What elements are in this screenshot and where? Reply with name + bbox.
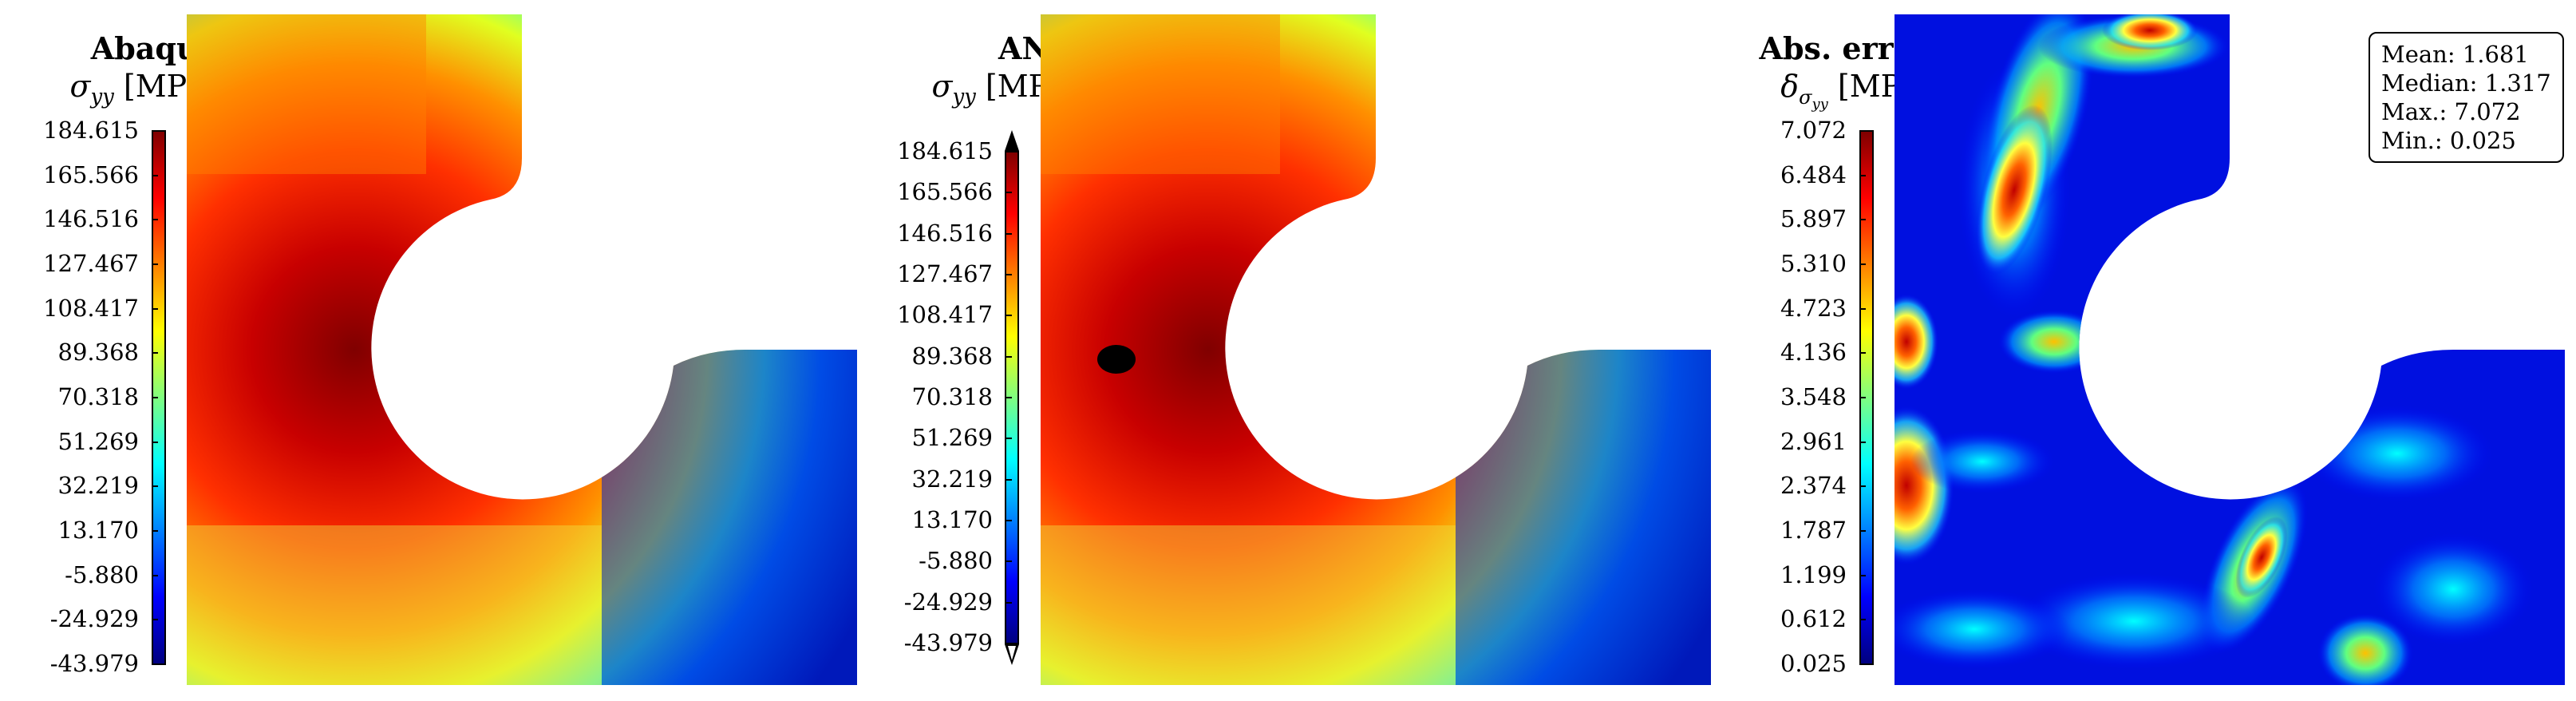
colorbar-tick-label: 89.368 — [57, 339, 139, 366]
colorbar-tick-label: 146.516 — [43, 205, 139, 233]
colorbar-tick-label: 165.566 — [43, 160, 139, 188]
colorbar-tick-mark — [1006, 560, 1012, 563]
colorbar-tick-label: 5.310 — [1780, 250, 1847, 277]
colorbar-tick-mark — [1006, 643, 1012, 644]
colorbar-tick-mark — [152, 530, 158, 532]
colorbar-tick-mark — [1859, 307, 1866, 310]
colorbar-tick-label: 13.170 — [57, 517, 139, 544]
colorbar-tick-label: 1.787 — [1780, 517, 1847, 544]
stats-max: Max.: 7.072 — [2381, 98, 2521, 125]
colorbar-tick-mark — [152, 663, 158, 665]
colorbar-tick-label: 4.723 — [1780, 294, 1847, 322]
colorbar-tick-mark — [152, 485, 158, 488]
colorbar-tick-label: 108.417 — [43, 294, 139, 322]
stats-median: Median: 1.317 — [2381, 69, 2551, 97]
colorbar-tick-mark — [1006, 520, 1012, 521]
colorbar-tick-mark — [1006, 315, 1012, 317]
colorbar-tick-label: 184.615 — [897, 137, 993, 164]
colorbar-tick-label: 5.897 — [1780, 205, 1847, 233]
colorbar-tick-label: 7.072 — [1780, 117, 1847, 144]
colorbar-tick-mark — [152, 174, 158, 176]
colorbar-tick-label: 1.199 — [1780, 560, 1847, 588]
colorbar-tick-label: 70.318 — [911, 383, 993, 410]
colorbar-tick-label: 127.467 — [43, 250, 139, 277]
colorbar-tick-mark — [1006, 601, 1012, 604]
stats-mean: Mean: 1.681 — [2381, 41, 2529, 68]
colorbar-tick-label: -5.880 — [65, 560, 139, 588]
colorbar-tick-mark — [1006, 151, 1012, 152]
colorbar-tick-mark — [1859, 352, 1866, 354]
colorbar-tick-mark — [152, 307, 158, 310]
stats-min: Min.: 0.025 — [2381, 127, 2516, 154]
stats-box: Mean: 1.681 Median: 1.317 Max.: 7.072 Mi… — [2369, 32, 2564, 163]
colorbar-tick-label: 2.961 — [1780, 427, 1847, 455]
colorbar-tick-label: 89.368 — [911, 342, 993, 370]
colorbar-tick-mark — [152, 619, 158, 621]
stress-field-ann — [1041, 14, 1711, 688]
colorbar-tick-mark — [1859, 219, 1866, 221]
colorbar-tick-mark — [1859, 663, 1866, 665]
colorbar-tick-mark — [1859, 174, 1866, 176]
stress-field-abaqus — [187, 14, 857, 688]
colorbar-tick-label: -43.979 — [49, 650, 139, 677]
colorbar-tick-label: 0.025 — [1780, 650, 1847, 677]
colorbar-tick-mark — [152, 352, 158, 354]
colorbar-tick-mark — [152, 263, 158, 265]
colorbar-tick-mark — [1859, 397, 1866, 398]
panel-ann: ANN σyy [MPa] — [862, 0, 1724, 701]
colorbar-tick-label: 51.269 — [911, 424, 993, 452]
colorbar-tick-mark — [152, 397, 158, 398]
colorbar-tick-mark — [1859, 441, 1866, 443]
colorbar-tick-mark — [1859, 619, 1866, 621]
colorbar-tick-label: 51.269 — [57, 427, 139, 455]
colorbar-tick-label: 165.566 — [897, 178, 993, 206]
colorbar-tick-label: -5.880 — [919, 547, 993, 575]
colorbar-tick-mark — [1006, 232, 1012, 235]
colorbar-tick-label: 32.219 — [911, 465, 993, 493]
colorbar-tick-mark — [1006, 274, 1012, 275]
colorbar-tick-mark — [1006, 438, 1012, 440]
colorbar-tick-label: 6.484 — [1780, 160, 1847, 188]
colorbar-extend-max-arrow — [1005, 130, 1019, 151]
colorbar-tick-label: 146.516 — [897, 219, 993, 247]
colorbar-tick-label: 108.417 — [897, 301, 993, 329]
colorbar-tick-label: 70.318 — [57, 383, 139, 410]
colorbar-tick-label: 4.136 — [1780, 339, 1847, 366]
colorbar-tick-mark — [1859, 530, 1866, 532]
colorbar-tick-mark — [1859, 263, 1866, 265]
colorbar-tick-label: 0.612 — [1780, 605, 1847, 633]
colorbar-tick-mark — [1859, 130, 1866, 132]
overshoot-region — [1097, 345, 1136, 374]
colorbar-tick-label: -24.929 — [49, 605, 139, 633]
colorbar-tick-label: 184.615 — [43, 117, 139, 144]
colorbar-tick-mark — [1006, 192, 1012, 194]
panel-abaqus: Abaqus σyy [MPa] — [0, 0, 862, 701]
colorbar-tick-mark — [152, 130, 158, 132]
colorbar-tick-label: 3.548 — [1780, 383, 1847, 410]
colorbar-tick-mark — [1859, 485, 1866, 488]
colorbar-tick-mark — [1006, 397, 1012, 398]
colorbar-tick-mark — [1006, 478, 1012, 481]
colorbar-tick-mark — [152, 574, 158, 576]
panel-error: Abs. error δσyy [MPa] — [1724, 0, 2576, 701]
colorbar-tick-label: 2.374 — [1780, 472, 1847, 500]
colorbar-tick-mark — [1006, 355, 1012, 358]
colorbar-tick-label: -24.929 — [903, 588, 993, 616]
colorbar-tick-label: 32.219 — [57, 472, 139, 500]
colorbar-tick-mark — [1859, 574, 1866, 576]
colorbar-tick-label: -43.979 — [903, 629, 993, 656]
colorbar-tick-label: 13.170 — [911, 506, 993, 533]
colorbar-tick-mark — [152, 219, 158, 221]
colorbar-tick-mark — [152, 441, 158, 443]
colorbar-tick-label: 127.467 — [897, 260, 993, 287]
